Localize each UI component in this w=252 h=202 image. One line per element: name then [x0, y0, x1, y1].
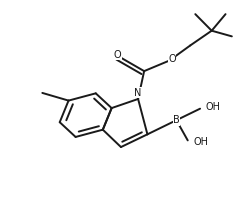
- Text: O: O: [114, 50, 121, 60]
- Text: OH: OH: [193, 137, 208, 147]
- Text: O: O: [168, 54, 176, 64]
- Text: B: B: [173, 115, 180, 125]
- Text: OH: OH: [206, 102, 221, 112]
- Text: N: N: [134, 87, 142, 98]
